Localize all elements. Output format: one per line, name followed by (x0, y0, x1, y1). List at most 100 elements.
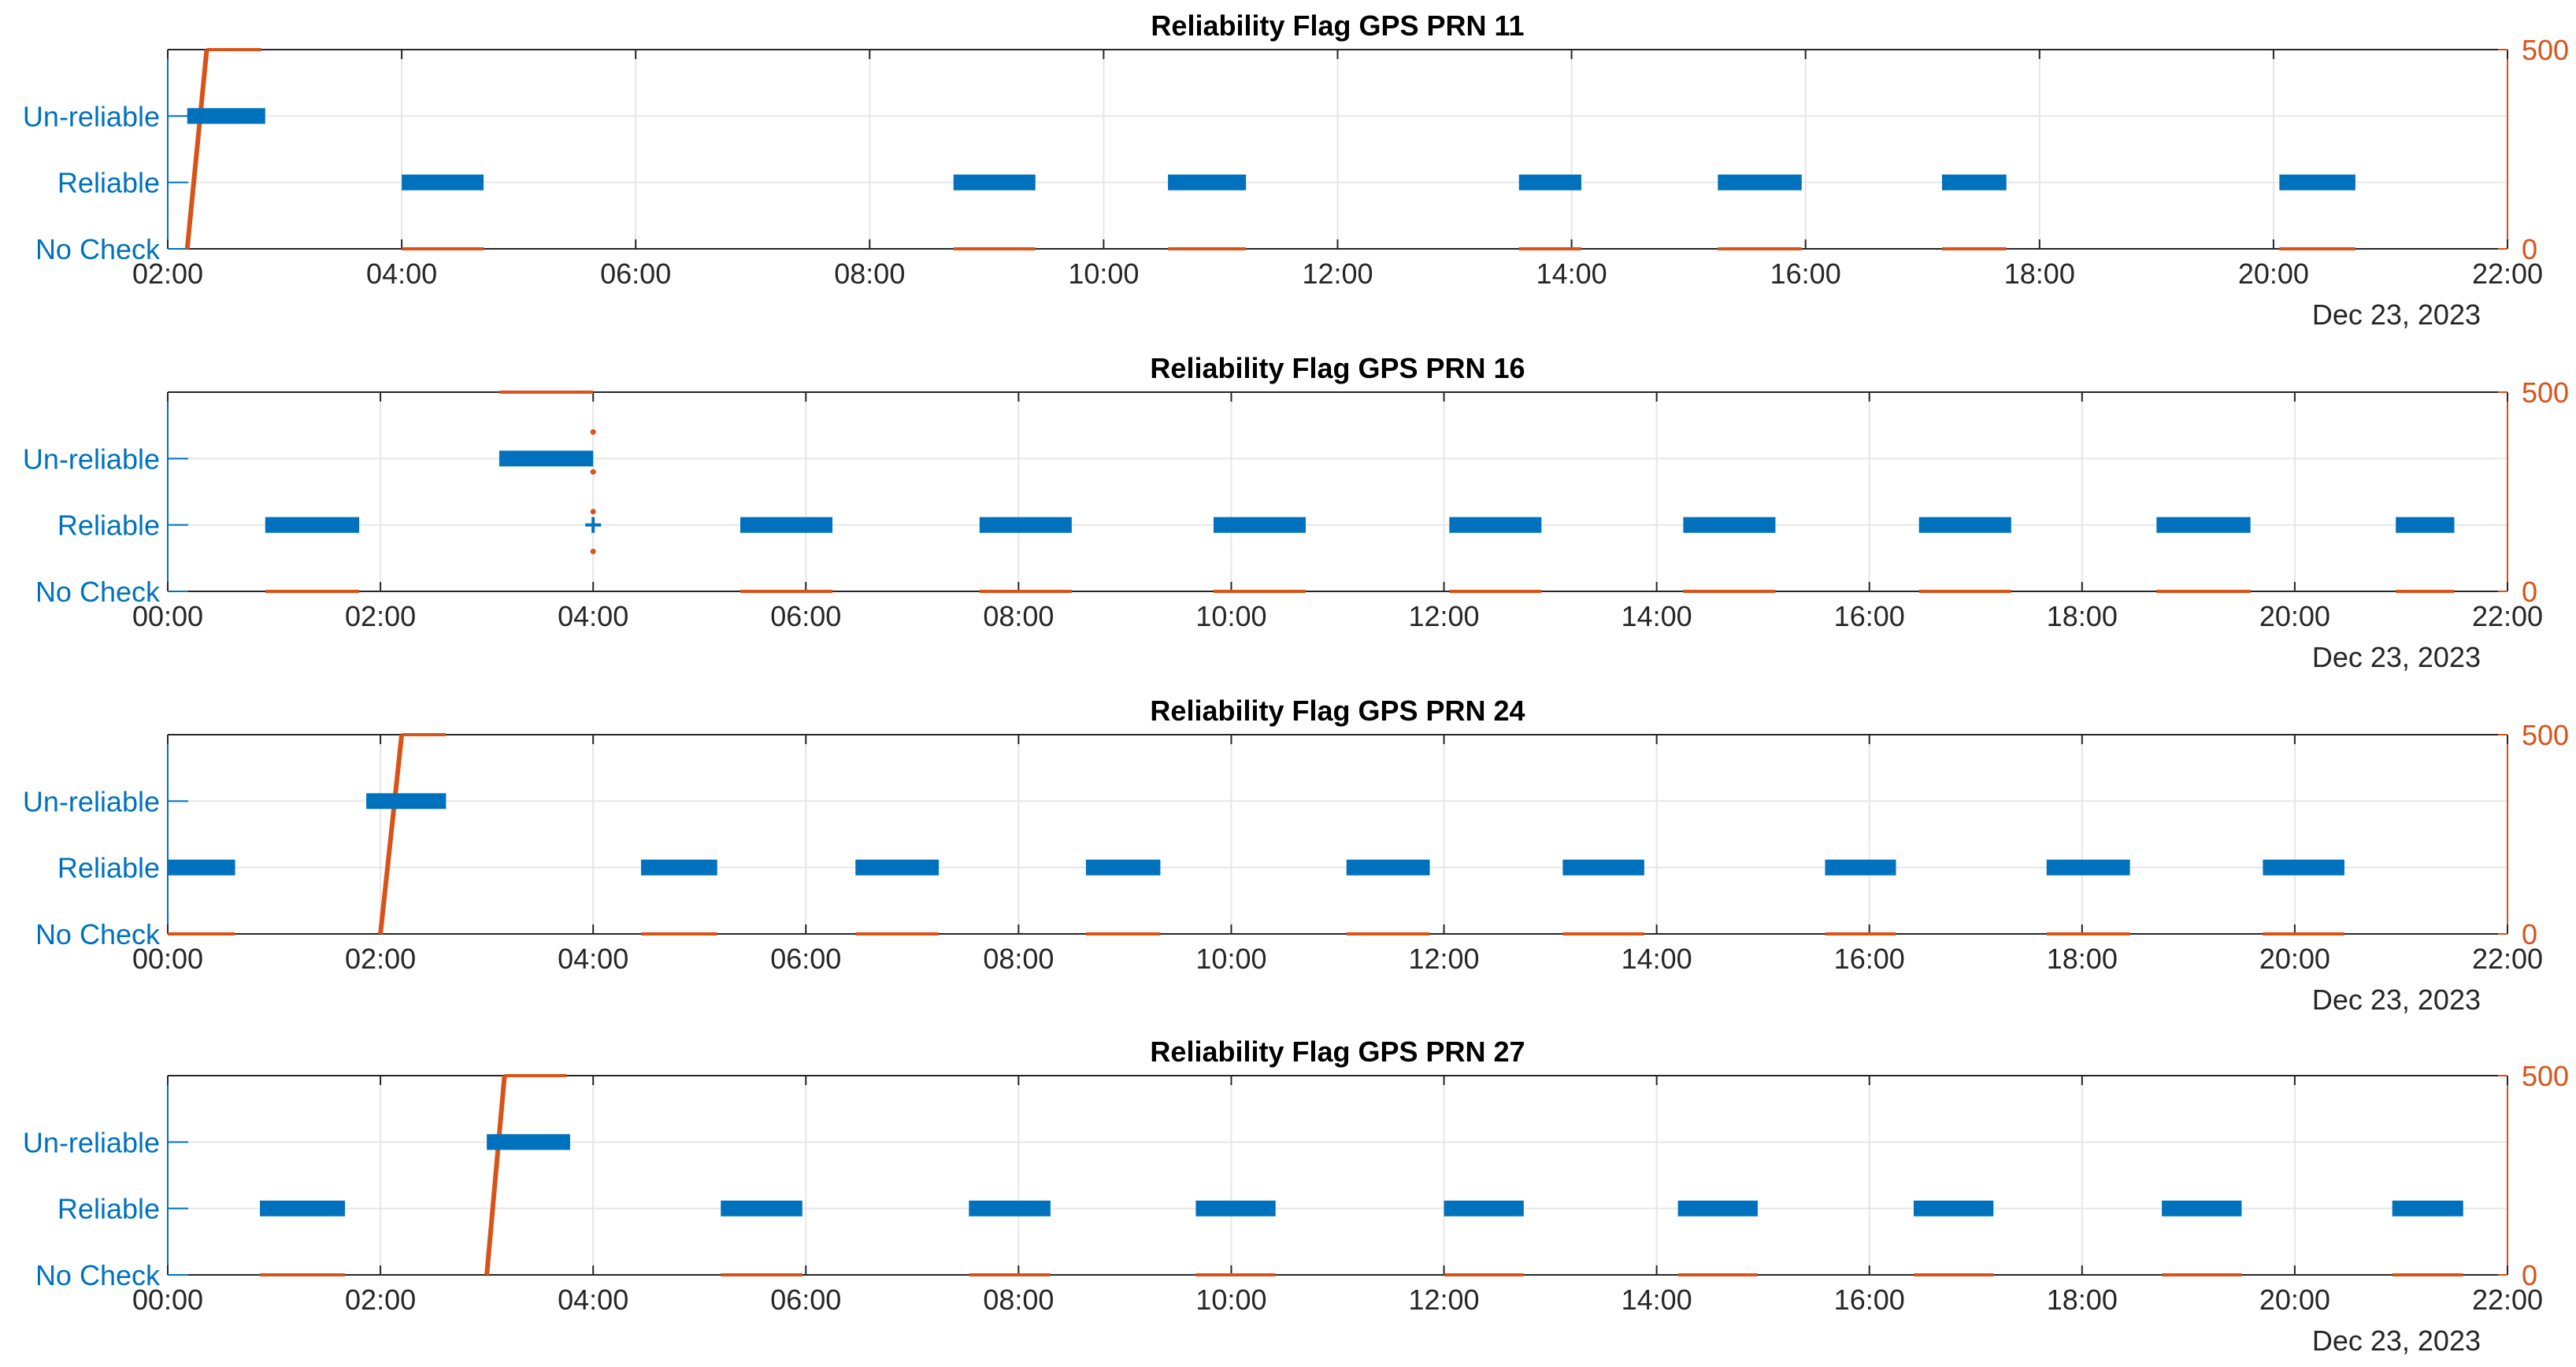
x-tick-label: 16:00 (1834, 1284, 1905, 1316)
x-tick-label: 06:00 (770, 600, 841, 632)
x-tick-label: 00:00 (132, 600, 203, 632)
y-category-label: Reliable (57, 509, 160, 542)
flag-segment (187, 108, 265, 124)
x-tick-label: 06:00 (770, 1284, 841, 1316)
flag-segment (1085, 859, 1161, 876)
flag-segment (1825, 859, 1896, 876)
y-right-tick-label: 0 (2522, 1259, 2537, 1291)
chart-panel: 00:00 02:00 04:00 06:00 08:00 10:00 12:00 14:00… (23, 1035, 2569, 1357)
flag-segment (1918, 517, 2011, 533)
flag-segment (1168, 174, 1247, 191)
x-tick-label: 06:00 (770, 943, 841, 975)
y-right-tick-label: 0 (2522, 576, 2537, 608)
y-category-label: Un-reliable (23, 100, 160, 132)
flag-segment (402, 174, 484, 191)
flag-segment (739, 517, 833, 533)
x-tick-label: 02:00 (345, 600, 416, 632)
flag-segment (2279, 174, 2355, 191)
x-tick-label: 18:00 (2047, 600, 2118, 632)
x-tick-label: 14:00 (1536, 257, 1607, 290)
x-tick-label: 20:00 (2259, 943, 2330, 975)
x-tick-label: 00:00 (132, 1284, 203, 1316)
chart-title: Reliability Flag GPS PRN 24 (1150, 695, 1525, 727)
flag-segment (366, 793, 447, 809)
panels: 02:00 04:00 06:00 08:00 10:00 12:00 14:00 16:00… (23, 9, 2569, 1357)
flag-segment (265, 517, 360, 533)
x-tick-label: 12:00 (1302, 257, 1373, 290)
x-tick-label: 22:00 (2472, 943, 2543, 975)
flag-segment (2263, 859, 2344, 876)
y-category-label: Reliable (57, 852, 160, 884)
secondary-series-point (590, 429, 596, 435)
flag-segment (499, 450, 594, 467)
y-category-label: Reliable (57, 1193, 160, 1225)
x-tick-label: 12:00 (1408, 1284, 1479, 1316)
y-right-tick-label: 500 (2522, 34, 2569, 66)
x-tick-label: 08:00 (983, 600, 1054, 632)
flag-segment (979, 517, 1072, 533)
y-right-tick-label: 0 (2522, 918, 2537, 950)
flag-segment (969, 1200, 1051, 1217)
flag-segment (1444, 1200, 1524, 1217)
y-category-label: No Check (35, 918, 161, 950)
x-tick-label: 18:00 (2004, 257, 2075, 290)
x-tick-label: 18:00 (2047, 943, 2118, 975)
y-category-label: Un-reliable (23, 785, 160, 817)
y-right-tick-label: 0 (2522, 233, 2537, 265)
x-tick-label: 22:00 (2472, 600, 2543, 632)
flag-segment (2156, 517, 2251, 533)
y-category-label: Reliable (57, 167, 160, 199)
x-tick-label: 14:00 (1622, 600, 1692, 632)
y-category-label: No Check (35, 576, 161, 608)
x-tick-label: 04:00 (366, 257, 437, 290)
flag-segment (2046, 859, 2130, 876)
flag-segment (487, 1134, 570, 1150)
x-tick-label: 02:00 (345, 943, 416, 975)
flag-segment (855, 859, 940, 876)
x-tick-label: 06:00 (600, 257, 671, 290)
secondary-series-ramp (378, 734, 405, 935)
y-right-tick-label: 500 (2522, 376, 2569, 409)
flag-segment (1677, 1200, 1758, 1217)
flag-segment (640, 859, 717, 876)
flag-segment (1718, 174, 1802, 191)
x-tick-label: 10:00 (1068, 257, 1139, 290)
y-category-label: Un-reliable (23, 1126, 160, 1158)
flag-segment (260, 1200, 346, 1217)
x-tick-label: 16:00 (1770, 257, 1841, 290)
x-tick-label: 10:00 (1195, 1284, 1266, 1316)
x-tick-label: 10:00 (1195, 943, 1266, 975)
flag-segment (1213, 517, 1306, 533)
x-tick-label: 02:00 (345, 1284, 416, 1316)
x-tick-label: 14:00 (1622, 1284, 1692, 1316)
date-label: Dec 23, 2023 (2312, 1324, 2481, 1357)
y-category-label: Un-reliable (23, 443, 160, 475)
x-tick-label: 04:00 (558, 943, 628, 975)
chart-title: Reliability Flag GPS PRN 27 (1150, 1035, 1525, 1068)
x-tick-label: 18:00 (2047, 1284, 2118, 1316)
flag-segment (1913, 1200, 1994, 1217)
x-tick-label: 10:00 (1195, 600, 1266, 632)
x-tick-label: 08:00 (983, 1284, 1054, 1316)
x-tick-label: 04:00 (558, 600, 628, 632)
chart-panel: 02:00 04:00 06:00 08:00 10:00 12:00 14:00 16:00… (23, 9, 2569, 331)
flag-segment (1942, 174, 2007, 191)
chart-panel: 00:00 02:00 04:00 06:00 08:00 10:00 12:00 14:00… (23, 695, 2569, 1016)
secondary-series-point (590, 469, 596, 475)
y-right-tick-label: 500 (2522, 719, 2569, 751)
y-right-tick-label: 500 (2522, 1060, 2569, 1092)
secondary-series-ramp (184, 49, 209, 250)
flag-segment (1449, 517, 1542, 533)
secondary-series-point (590, 509, 596, 515)
flag-segment (953, 174, 1036, 191)
flag-segment (721, 1200, 802, 1217)
flag-segment (2392, 1200, 2463, 1217)
chart-panel: 00:00 02:00 04:00 06:00 08:00 10:00 12:00 14:00… (23, 352, 2569, 673)
x-tick-label: 12:00 (1408, 943, 1479, 975)
chart-title: Reliability Flag GPS PRN 11 (1151, 9, 1524, 42)
date-label: Dec 23, 2023 (2312, 984, 2481, 1016)
secondary-series-point (590, 548, 596, 554)
flag-segment (2396, 517, 2455, 533)
